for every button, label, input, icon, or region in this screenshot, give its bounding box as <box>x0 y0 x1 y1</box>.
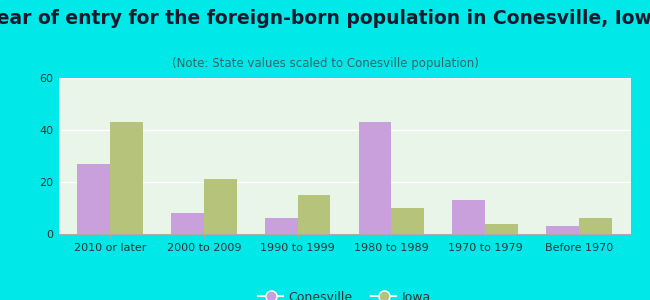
Bar <box>359 122 391 234</box>
Bar <box>391 208 424 234</box>
Bar <box>298 195 330 234</box>
Text: Year of entry for the foreign-born population in Conesville, Iowa: Year of entry for the foreign-born popul… <box>0 9 650 28</box>
Bar <box>265 218 298 234</box>
Bar <box>452 200 485 234</box>
Bar <box>110 122 143 234</box>
Bar <box>546 226 579 234</box>
Bar <box>171 213 204 234</box>
Bar <box>485 224 518 234</box>
Legend: Conesville, Iowa: Conesville, Iowa <box>254 286 436 300</box>
Text: (Note: State values scaled to Conesville population): (Note: State values scaled to Conesville… <box>172 57 478 70</box>
Bar <box>579 218 612 234</box>
Bar <box>204 179 237 234</box>
Bar <box>77 164 110 234</box>
